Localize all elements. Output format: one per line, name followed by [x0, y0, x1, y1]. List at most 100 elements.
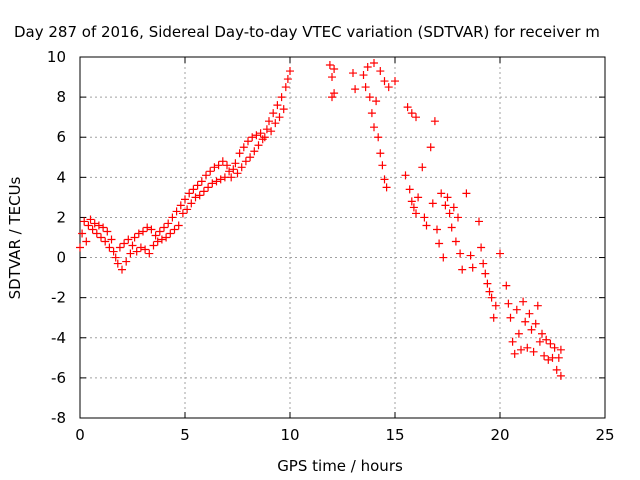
data-point [239, 143, 248, 152]
data-point [519, 297, 528, 306]
data-point [168, 213, 177, 222]
data-point [496, 249, 504, 258]
data-point [145, 249, 154, 258]
data-point [437, 189, 446, 198]
data-point [94, 221, 103, 230]
data-point [330, 89, 339, 98]
data-point [544, 355, 553, 364]
data-point [542, 335, 551, 344]
data-point [556, 371, 565, 380]
data-point [223, 161, 231, 170]
data-point [535, 337, 544, 346]
data-point [485, 287, 494, 296]
data-point [120, 239, 129, 248]
data-point [401, 171, 410, 180]
y-tick-label: 8 [56, 88, 66, 106]
data-point [122, 257, 131, 266]
data-point [475, 217, 483, 226]
data-point [468, 263, 477, 272]
data-point [361, 83, 370, 92]
data-point [351, 85, 360, 94]
data-point [374, 133, 383, 142]
data-point [151, 231, 160, 240]
data-point [273, 101, 282, 110]
data-point [514, 329, 523, 338]
data-point [372, 97, 381, 106]
y-tick-label: -8 [51, 409, 66, 427]
data-point [504, 299, 513, 308]
data-point [88, 225, 97, 234]
data-point [262, 125, 271, 134]
data-point [214, 161, 223, 170]
data-point [208, 179, 217, 188]
data-point [197, 177, 206, 186]
data-point [105, 243, 114, 252]
data-point [330, 65, 339, 74]
data-point [380, 175, 389, 184]
y-tick-label: -6 [51, 369, 66, 387]
data-point [187, 199, 196, 208]
data-point [370, 123, 378, 132]
data-point [525, 309, 534, 318]
x-tick-label: 5 [180, 426, 190, 444]
data-point [491, 301, 500, 310]
data-point [481, 269, 490, 278]
data-point [185, 189, 194, 198]
data-point [456, 249, 465, 258]
data-point [176, 201, 185, 210]
data-point [254, 141, 263, 150]
data-point [212, 177, 221, 186]
data-point [109, 247, 118, 256]
data-point [231, 159, 240, 168]
data-point [449, 203, 458, 212]
data-point [189, 185, 198, 194]
data-point [160, 223, 168, 232]
data-point [97, 233, 105, 242]
data-point [552, 365, 561, 374]
data-point [508, 337, 517, 346]
data-point [174, 221, 183, 230]
y-tick-label: 10 [47, 48, 66, 66]
data-point [170, 225, 179, 234]
data-point [479, 259, 488, 268]
data-point [281, 83, 290, 92]
data-point [466, 251, 475, 260]
y-tick-label: 2 [56, 208, 66, 226]
data-point [443, 193, 452, 202]
data-point [283, 75, 292, 84]
data-point [271, 119, 280, 128]
data-point [359, 71, 368, 80]
axes: 0 5 10 15 20 25 -8 -6 -4 -2 0 2 4 6 8 10 [47, 48, 615, 444]
data-point [451, 237, 460, 246]
data-point [237, 163, 246, 172]
data-point [193, 181, 202, 190]
data-point [111, 253, 120, 262]
data-point [420, 213, 429, 222]
chart-title: Day 287 of 2016, Sidereal Day-to-day VTE… [14, 23, 600, 41]
data-point [233, 169, 242, 178]
data-point [84, 221, 93, 230]
data-point [195, 191, 204, 200]
data-point [458, 265, 467, 274]
data-point [414, 193, 423, 202]
x-tick-label: 0 [75, 426, 85, 444]
data-point [157, 235, 166, 244]
data-point [162, 233, 171, 242]
data-point [454, 213, 462, 222]
data-point [277, 93, 286, 102]
data-point [216, 175, 225, 184]
data-point [130, 233, 139, 242]
data-point [506, 313, 515, 322]
data-point [433, 225, 441, 234]
data-point [118, 265, 126, 274]
data-point [191, 193, 200, 202]
data-point [166, 229, 175, 238]
data-point [376, 149, 385, 158]
data-point [80, 217, 89, 226]
data-point [367, 109, 376, 118]
data-point [550, 343, 559, 352]
y-tick-label: 0 [56, 249, 66, 267]
data-point [556, 345, 565, 354]
data-point [250, 147, 259, 156]
